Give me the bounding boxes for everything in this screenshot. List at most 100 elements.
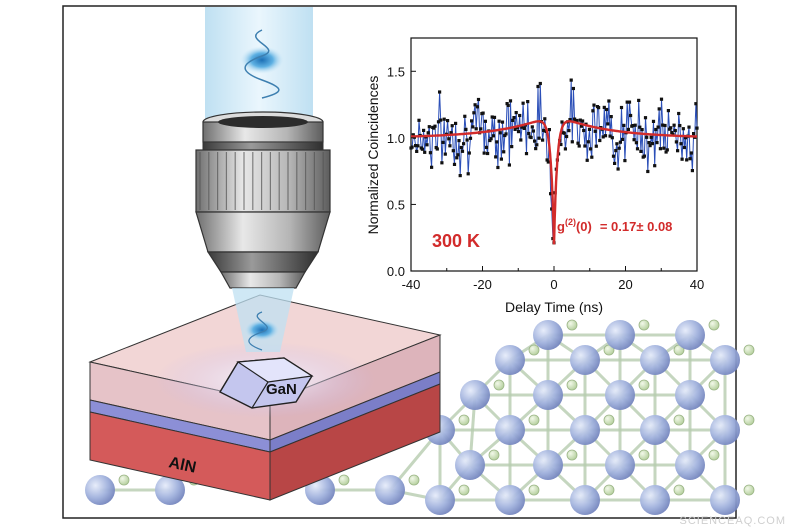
data-point bbox=[508, 99, 513, 103]
data-point bbox=[474, 127, 478, 131]
data-point bbox=[464, 127, 468, 131]
data-point bbox=[567, 129, 571, 133]
data-point bbox=[490, 115, 494, 119]
data-point bbox=[547, 128, 551, 132]
data-point bbox=[579, 124, 584, 128]
substrate-label: AlN bbox=[167, 454, 197, 476]
data-point bbox=[663, 123, 667, 128]
data-point bbox=[559, 142, 563, 147]
data-point bbox=[621, 137, 625, 141]
data-point bbox=[468, 136, 473, 140]
data-point bbox=[582, 128, 586, 133]
data-point bbox=[502, 150, 506, 154]
photon-wavepacket-icon bbox=[240, 46, 284, 74]
data-point bbox=[622, 123, 626, 127]
data-point bbox=[616, 167, 620, 171]
data-point bbox=[655, 141, 659, 145]
data-point bbox=[560, 120, 564, 124]
data-point bbox=[545, 158, 549, 162]
x-axis-label: Delay Time (ns) bbox=[505, 299, 603, 315]
data-point bbox=[614, 149, 618, 153]
data-point bbox=[496, 165, 500, 170]
data-point bbox=[570, 140, 574, 144]
data-point bbox=[488, 138, 492, 143]
data-point bbox=[520, 125, 524, 129]
data-point bbox=[512, 116, 516, 120]
data-point bbox=[450, 124, 454, 128]
data-point bbox=[451, 149, 455, 153]
data-point bbox=[541, 138, 545, 142]
data-point bbox=[657, 107, 661, 111]
data-point bbox=[518, 113, 522, 118]
data-point bbox=[678, 124, 682, 128]
g2-argument: (0) bbox=[576, 219, 592, 234]
data-point bbox=[506, 103, 510, 107]
data-point bbox=[435, 147, 439, 151]
data-point bbox=[422, 128, 426, 132]
data-point bbox=[673, 129, 677, 133]
gan-crystal-icon bbox=[219, 357, 314, 409]
data-point bbox=[650, 142, 654, 146]
data-point bbox=[519, 138, 523, 142]
data-point bbox=[633, 123, 637, 127]
data-point bbox=[681, 127, 685, 131]
data-point bbox=[463, 114, 467, 118]
data-point bbox=[607, 99, 611, 103]
data-point bbox=[432, 126, 436, 130]
data-point bbox=[568, 118, 572, 122]
data-point bbox=[439, 118, 443, 122]
data-point bbox=[695, 126, 699, 130]
data-point bbox=[449, 131, 453, 135]
data-point bbox=[436, 120, 441, 124]
data-point bbox=[527, 131, 531, 136]
data-point bbox=[593, 129, 597, 133]
data-point bbox=[533, 139, 537, 143]
data-point bbox=[475, 105, 479, 109]
data-point bbox=[611, 154, 616, 158]
data-point bbox=[649, 135, 653, 139]
data-point bbox=[513, 127, 517, 131]
data-point bbox=[565, 134, 569, 139]
data-point bbox=[659, 97, 664, 101]
x-tick-label: 0 bbox=[550, 277, 557, 292]
x-tick-label: -20 bbox=[473, 277, 492, 292]
data-point bbox=[522, 126, 526, 130]
data-point bbox=[428, 151, 432, 155]
data-point bbox=[598, 138, 602, 143]
data-point bbox=[694, 102, 698, 106]
data-point bbox=[688, 157, 692, 161]
data-point bbox=[414, 144, 418, 148]
data-point bbox=[530, 125, 534, 129]
data-point bbox=[500, 120, 505, 124]
data-point bbox=[687, 125, 691, 129]
photon-wave-icon bbox=[244, 29, 280, 99]
data-point bbox=[483, 119, 487, 123]
y-tick-label: 0.5 bbox=[387, 197, 405, 212]
data-point bbox=[504, 132, 508, 136]
data-point bbox=[466, 172, 470, 176]
data-point bbox=[603, 134, 608, 138]
data-point bbox=[458, 174, 462, 178]
data-point bbox=[674, 140, 678, 144]
fit-curve bbox=[411, 120, 697, 245]
data-point bbox=[514, 111, 518, 115]
data-point bbox=[472, 111, 476, 115]
data-point bbox=[516, 130, 521, 134]
data-point bbox=[498, 131, 502, 135]
objective-lens-icon bbox=[195, 111, 331, 289]
data-point bbox=[524, 152, 529, 156]
data-point bbox=[637, 98, 641, 102]
data-point bbox=[423, 150, 427, 154]
watermark: SCIENCEAQ.COM bbox=[679, 515, 786, 527]
data-point bbox=[679, 142, 683, 146]
data-point bbox=[426, 131, 430, 135]
data-point bbox=[608, 134, 612, 138]
data-point bbox=[529, 135, 533, 140]
data-point bbox=[577, 144, 581, 148]
data-point bbox=[536, 84, 540, 89]
data-point bbox=[531, 129, 535, 133]
data-point bbox=[515, 126, 519, 130]
y-tick-label: 1.0 bbox=[387, 131, 405, 146]
data-point bbox=[656, 125, 660, 129]
data-point bbox=[481, 111, 485, 115]
